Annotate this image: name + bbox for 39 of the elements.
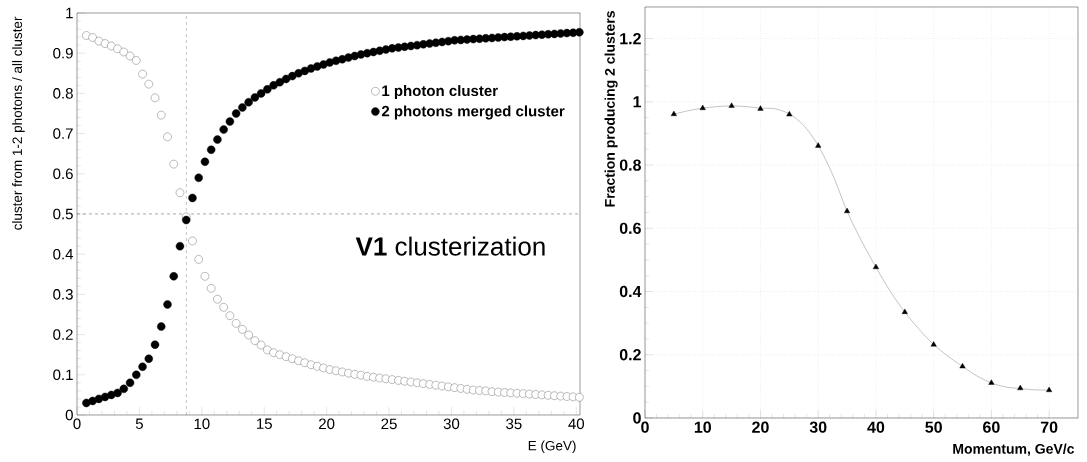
x-tick-label: 50 [925, 421, 942, 433]
y-tick-label: 1 [633, 96, 642, 108]
y-tick-label: 0.2 [53, 329, 73, 340]
y-tick-label: 0.3 [53, 289, 73, 300]
x-axis-title: E (GeV) [528, 440, 576, 454]
x-tick-label: 40 [568, 418, 585, 430]
x-tick-label: 35 [506, 418, 522, 430]
x-tick-label: 25 [381, 418, 397, 430]
x-tick-label: 10 [694, 421, 711, 433]
y-tick-label: 1.2 [620, 33, 641, 45]
x-tick-label: 15 [257, 418, 272, 429]
annotation: V1 clusterization [355, 236, 545, 256]
x-axis-title: Momentum, GeV/c [953, 443, 1075, 456]
y-tick-label: 0.8 [619, 159, 641, 171]
x-tick-label: 60 [983, 421, 1000, 433]
y-tick-label: 0.8 [53, 88, 73, 99]
x-tick-label: 10 [194, 418, 210, 430]
y-tick-label: 0.1 [53, 369, 73, 381]
x-tick-label: 40 [867, 421, 885, 433]
y-tick-label: 0.2 [619, 349, 641, 361]
x-tick-label: 5 [135, 418, 143, 429]
x-tick-label: 70 [1040, 421, 1058, 433]
legend-label: 1 photon cluster [382, 85, 498, 100]
x-tick-label: 30 [809, 421, 827, 433]
x-tick-label: 20 [319, 418, 335, 430]
x-tick-label: 30 [443, 418, 460, 430]
y-tick-label: 0.9 [53, 47, 73, 59]
y-tick-label: 0.7 [53, 128, 73, 139]
x-tick-label: 20 [752, 421, 769, 433]
y-tick-label: 0.6 [619, 222, 641, 234]
y-tick-label: 0 [65, 409, 73, 421]
y-tick-label: 0.4 [619, 285, 642, 298]
y-tick-label: 0.6 [53, 168, 73, 180]
y-tick-label: 0.4 [53, 248, 74, 260]
y-axis-title: cluster from 1-2 photons / all cluster [12, 16, 25, 230]
y-axis-title: Fraction producing 2 clusters [604, 11, 618, 207]
y-tick-label: 1 [66, 7, 73, 19]
y-tick-label: 0.5 [53, 208, 73, 220]
legend-label: 2 photons merged cluster [381, 105, 565, 120]
